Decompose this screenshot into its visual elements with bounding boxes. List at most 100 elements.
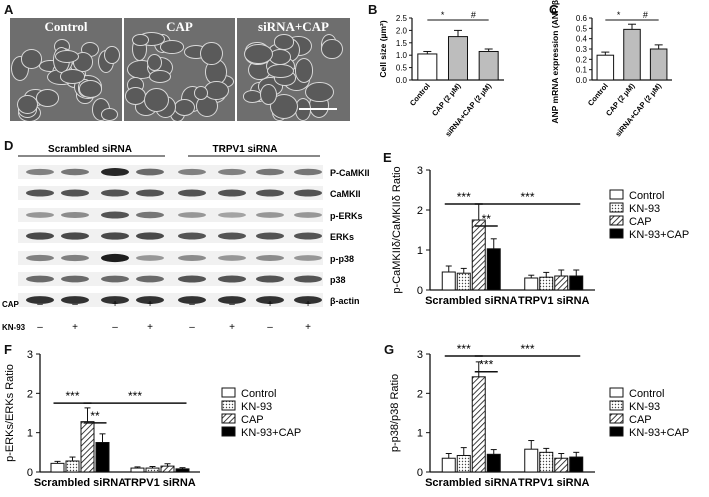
blot-row-label: CAP	[2, 300, 20, 309]
panel-label-f: F	[4, 342, 12, 357]
blot-band	[218, 232, 246, 240]
significance-label: #	[471, 10, 476, 20]
blot-band	[294, 168, 322, 176]
cell-texture	[78, 79, 103, 98]
blot-band	[61, 275, 89, 283]
legend-swatch	[609, 228, 624, 239]
bar	[65, 460, 80, 473]
legend-swatch	[609, 413, 624, 424]
legend-swatch	[221, 426, 236, 437]
bar	[130, 467, 145, 473]
blot-sign: –	[72, 299, 78, 310]
blot-sign: +	[147, 299, 153, 310]
blot-band	[61, 189, 89, 197]
blot-band	[26, 232, 54, 240]
micrograph-title: Control	[44, 19, 88, 34]
blot-band	[136, 189, 164, 197]
legend-label: CAP	[241, 414, 264, 426]
y-tick-label: 1	[27, 428, 33, 440]
y-tick-label: 0.3	[576, 45, 588, 54]
y-axis-label: p-CaMKIIδ/CaMKIIδ Ratio	[391, 166, 403, 293]
y-tick-label: 0.0	[396, 76, 408, 85]
blot-band	[101, 275, 129, 283]
y-axis-label: Cell size (µm²)	[378, 20, 388, 77]
blot-sign: –	[189, 299, 195, 310]
cell-texture	[101, 107, 119, 121]
blot-band	[136, 211, 164, 219]
bar	[486, 453, 501, 473]
significance-label: ***	[479, 358, 493, 372]
legend-label: Control	[629, 388, 664, 400]
micrograph-control: Control	[10, 18, 122, 121]
blot-band	[256, 168, 284, 176]
blot-band-label: p38	[330, 275, 346, 285]
y-tick-label: 0.5	[576, 24, 588, 33]
bar	[486, 248, 501, 291]
bar	[554, 457, 569, 473]
y-tick-label: 2	[417, 205, 423, 217]
blot-band	[218, 296, 246, 304]
bar	[417, 53, 438, 81]
legend-swatch	[609, 426, 624, 437]
category-label: Control	[586, 82, 610, 108]
y-tick-label: 1.5	[396, 39, 408, 48]
y-tick-label: 0	[417, 285, 423, 297]
cell-texture	[267, 63, 295, 79]
legend-swatch	[609, 387, 624, 398]
bar	[471, 219, 486, 291]
y-tick-label: 1	[417, 428, 423, 440]
bar	[623, 28, 641, 81]
blot-band	[256, 255, 284, 261]
blot-band	[26, 275, 54, 283]
blot-band	[101, 232, 129, 240]
blot-band	[26, 189, 54, 197]
significance-label: **	[90, 409, 100, 423]
blot-sign: –	[37, 299, 43, 310]
significance-label: *	[441, 10, 445, 20]
cell-texture	[200, 41, 223, 66]
blot-band	[101, 168, 129, 176]
significance-label: ***	[520, 190, 534, 204]
y-tick-label: 0.1	[576, 66, 588, 75]
significance-label: #	[643, 10, 648, 20]
blot-band-label: ERKs	[330, 232, 354, 242]
blot-strip	[18, 251, 323, 265]
blot-sign: +	[147, 322, 153, 333]
bar	[596, 54, 615, 81]
blot-band	[101, 253, 129, 263]
panel-label-a: A	[4, 2, 14, 17]
chart-erks-ratio: 0 1 2 3 p-ERKs/ERKs Ratio Scrambled siRNATRPV…	[4, 349, 301, 489]
legend-swatch	[221, 413, 236, 424]
blot-sign: –	[112, 322, 118, 333]
blot-strip	[18, 272, 323, 286]
significance-label: ***	[520, 342, 534, 356]
y-axis-label: p-p38/p38 Ratio	[389, 374, 401, 452]
micrograph-title: CAP	[166, 19, 193, 34]
y-tick-label: 3	[27, 349, 33, 361]
blot-band	[256, 212, 284, 218]
blot-band	[218, 212, 246, 218]
blot-band	[294, 255, 322, 261]
micrograph-sirna-cap: siRNA+CAP	[237, 18, 350, 121]
blot-strip	[18, 229, 323, 243]
blot-band	[294, 296, 322, 304]
cell-texture	[35, 89, 60, 107]
significance-label: ***	[457, 190, 471, 204]
y-tick-label: 0	[417, 467, 423, 479]
legend-label: KN-93+CAP	[629, 427, 689, 439]
western-blot: Scrambled siRNA TRPV1 siRNA P-CaMKII CaMKII…	[2, 144, 370, 333]
blot-sign: +	[72, 322, 78, 333]
y-tick-label: 0.0	[576, 76, 588, 85]
cell-texture	[294, 58, 314, 83]
blot-band	[178, 168, 206, 176]
cell-texture	[305, 81, 334, 103]
group-label: TRPV1 siRNA	[124, 477, 196, 489]
cell-texture	[159, 40, 184, 54]
y-tick-label: 0.5	[396, 64, 408, 73]
blot-band	[218, 255, 246, 261]
cell-texture	[259, 83, 277, 105]
blot-band-label: p-ERKs	[330, 211, 363, 221]
cell-texture	[146, 53, 162, 71]
blot-band	[218, 189, 246, 197]
legend-swatch	[609, 189, 624, 200]
